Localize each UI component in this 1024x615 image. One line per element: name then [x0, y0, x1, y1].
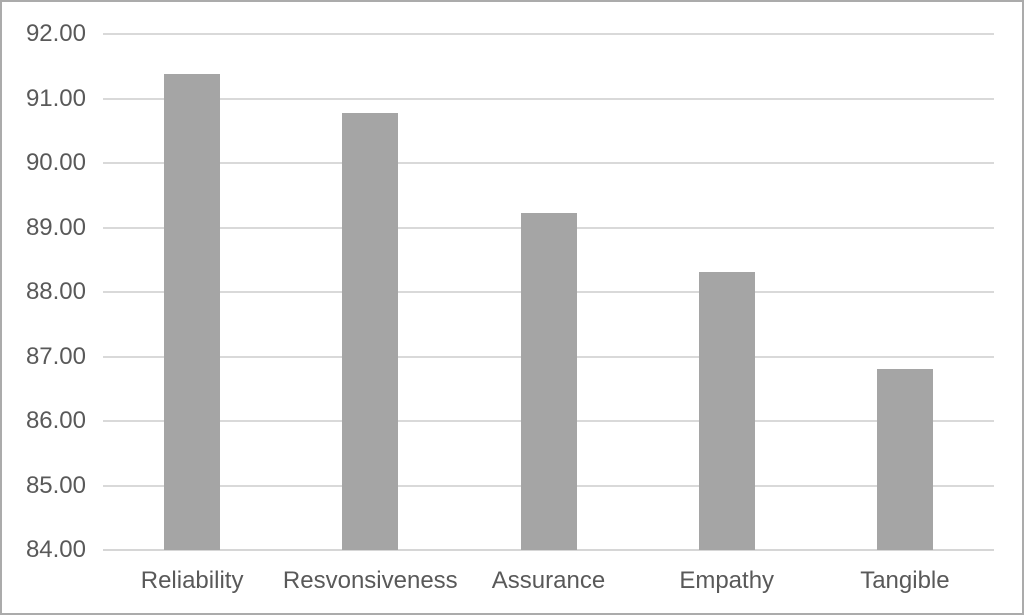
- bar-empathy: [698, 272, 755, 550]
- x-axis-category-label: Assurance: [491, 567, 606, 594]
- y-axis-tick-label: 86.00: [25, 407, 86, 434]
- bar-reliability: [164, 73, 221, 550]
- x-axis-category-label: Empathy: [679, 567, 775, 594]
- bar-resvonsiveness: [342, 113, 399, 550]
- y-axis-tick-label: 90.00: [25, 149, 86, 176]
- y-axis-tick-label: 92.00: [25, 20, 86, 47]
- y-axis-tick-label: 89.00: [25, 213, 86, 241]
- gridline: [103, 97, 994, 100]
- y-axis-tick-label: 88.00: [25, 278, 86, 305]
- x-axis-category-label: Tangible: [860, 567, 950, 594]
- y-axis-tick-label: 91.00: [25, 84, 86, 112]
- x-axis-line: [103, 549, 994, 551]
- x-axis-category-label: Reliability: [140, 567, 244, 594]
- x-axis-category-label: Resvonsiveness: [282, 567, 458, 594]
- y-axis-tick-label: 84.00: [25, 536, 86, 563]
- bar-tangible: [876, 368, 933, 550]
- gridline: [103, 162, 994, 164]
- y-axis-tick-label: 87.00: [25, 342, 86, 370]
- bar-assurance: [520, 213, 577, 550]
- gridline: [103, 33, 994, 35]
- y-axis-tick-label: 85.00: [25, 471, 86, 499]
